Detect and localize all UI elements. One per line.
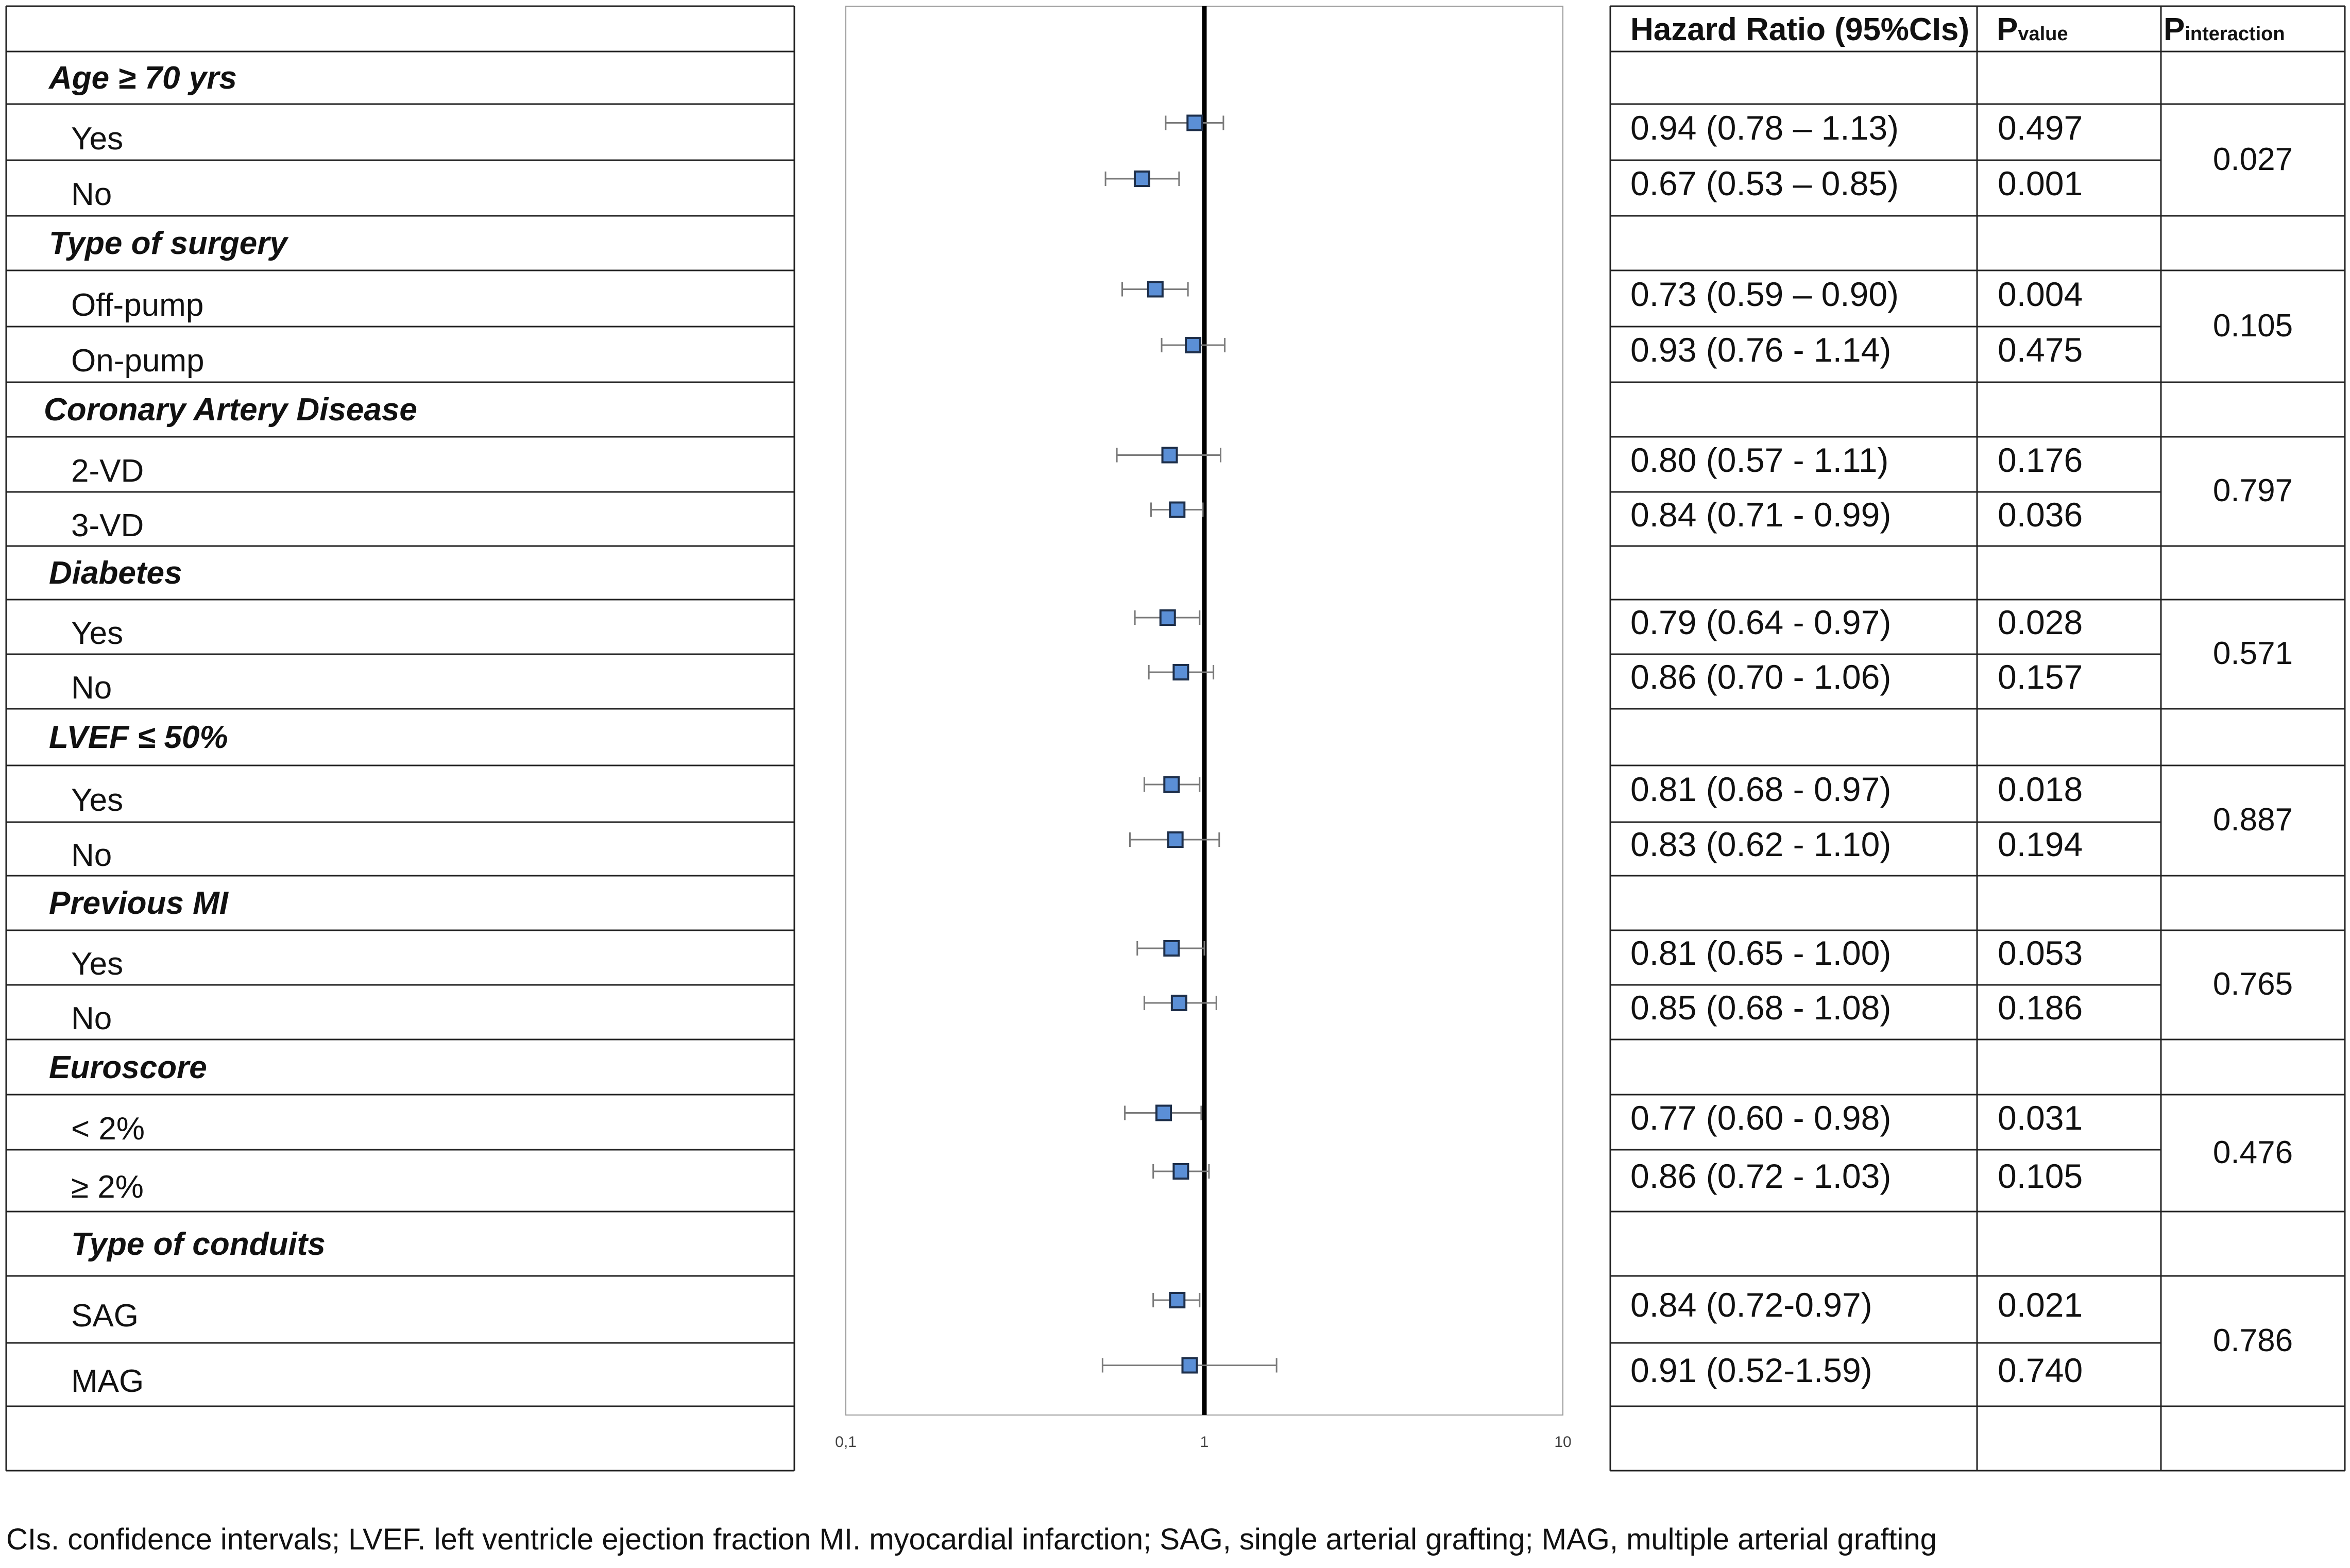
hr-ci-text: 0.79 (0.64 - 0.97) xyxy=(1630,603,1892,641)
p-value: 0.001 xyxy=(1998,164,2083,202)
row-label: Yes xyxy=(71,946,124,982)
group-title: Type of surgery xyxy=(49,226,287,261)
p-value: 0.105 xyxy=(1998,1157,2083,1195)
p-interaction-value: 0.797 xyxy=(2212,473,2293,508)
row-label: No xyxy=(71,838,112,873)
hr-point-marker xyxy=(1170,995,1187,1011)
row-label: < 2% xyxy=(71,1111,145,1147)
row-label: Off-pump xyxy=(71,287,204,323)
group-title: Previous MI xyxy=(49,885,228,921)
p-interaction-value: 0.887 xyxy=(2212,802,2293,838)
p-value: 0.475 xyxy=(1998,331,2083,369)
row-label: ≥ 2% xyxy=(71,1169,144,1205)
hr-point-marker xyxy=(1181,1357,1198,1374)
hr-ci-text: 0.73 (0.59 – 0.90) xyxy=(1630,275,1899,313)
p-value-header-main: P xyxy=(1997,12,2018,47)
hr-ci-text: 0.94 (0.78 – 1.13) xyxy=(1630,108,1899,147)
row-label: On-pump xyxy=(71,343,205,379)
p-value: 0.497 xyxy=(1998,108,2083,147)
hr-ci-text: 0.86 (0.72 - 1.03) xyxy=(1630,1157,1892,1195)
group-title: LVEF ≤ 50% xyxy=(49,720,228,755)
hr-point-marker xyxy=(1169,1292,1186,1308)
p-value: 0.053 xyxy=(1998,934,2083,972)
hr-ci-text: 0.84 (0.71 - 0.99) xyxy=(1630,495,1892,534)
p-value: 0.036 xyxy=(1998,495,2083,534)
p-interaction-value: 0.027 xyxy=(2212,141,2293,177)
hr-ci-text: 0.84 (0.72-0.97) xyxy=(1630,1286,1872,1324)
p-value: 0.028 xyxy=(1998,603,2083,641)
row-label: SAG xyxy=(71,1298,139,1334)
group-title: Coronary Artery Disease xyxy=(44,392,417,428)
hr-point-marker xyxy=(1161,447,1178,464)
hr-point-marker xyxy=(1186,114,1203,131)
hr-ci-text: 0.77 (0.60 - 0.98) xyxy=(1630,1098,1892,1137)
row-label: Yes xyxy=(71,782,124,818)
p-value: 0.004 xyxy=(1998,275,2083,313)
p-interaction-value: 0.765 xyxy=(2212,966,2293,1002)
p-value: 0.018 xyxy=(1998,770,2083,808)
hr-point-marker xyxy=(1167,831,1184,848)
p-value: 0.157 xyxy=(1998,658,2083,696)
hr-ci-text: 0.81 (0.68 - 0.97) xyxy=(1630,770,1892,808)
group-title: Type of conduits xyxy=(71,1226,326,1262)
row-label: Yes xyxy=(71,616,124,651)
hr-ci-text: 0.83 (0.62 - 1.10) xyxy=(1630,825,1892,863)
p-value: 0.740 xyxy=(1998,1351,2083,1389)
p-value: 0.176 xyxy=(1998,440,2083,479)
p-value: 0.186 xyxy=(1998,988,2083,1027)
p-interaction-value: 0.105 xyxy=(2212,308,2293,344)
hr-point-marker xyxy=(1185,337,1202,353)
hr-ci-text: 0.93 (0.76 - 1.14) xyxy=(1630,331,1892,369)
row-label: No xyxy=(71,1001,112,1036)
hr-point-marker xyxy=(1147,281,1164,298)
p-value: 0.021 xyxy=(1998,1286,2083,1324)
group-title: Diabetes xyxy=(49,555,182,591)
hr-point-marker xyxy=(1155,1104,1172,1121)
x-tick-label: 10 xyxy=(1554,1434,1572,1451)
hr-point-marker xyxy=(1169,501,1186,518)
hr-ci-text: 0.85 (0.68 - 1.08) xyxy=(1630,988,1892,1027)
hr-ci-text: 0.80 (0.57 - 1.11) xyxy=(1630,440,1889,479)
hr-ci-text: 0.86 (0.70 - 1.06) xyxy=(1630,658,1892,696)
x-tick-label: 0,1 xyxy=(835,1434,857,1451)
hr-point-marker xyxy=(1172,664,1189,680)
hr-point-marker xyxy=(1163,776,1180,793)
hr-point-marker xyxy=(1133,171,1150,187)
group-title: Age ≥ 70 yrs xyxy=(49,60,237,96)
hr-point-marker xyxy=(1172,1163,1189,1180)
p-value-column-header: Pvalue xyxy=(1997,14,2068,46)
p-interaction-value: 0.476 xyxy=(2212,1134,2293,1170)
p-interaction-header-sub: interaction xyxy=(2185,23,2285,45)
p-value: 0.194 xyxy=(1998,825,2083,863)
x-tick-label: 1 xyxy=(1200,1434,1209,1451)
hr-ci-text: 0.67 (0.53 – 0.85) xyxy=(1630,164,1899,202)
p-interaction-value: 0.571 xyxy=(2212,636,2293,671)
hr-ci-text: 0.81 (0.65 - 1.00) xyxy=(1630,934,1892,972)
p-interaction-header-main: P xyxy=(2164,12,2185,47)
p-interaction-value: 0.786 xyxy=(2212,1322,2293,1358)
row-label: 2-VD xyxy=(71,453,144,489)
hr-point-marker xyxy=(1163,940,1180,957)
row-label: 3-VD xyxy=(71,507,144,543)
row-label: MAG xyxy=(71,1363,144,1399)
p-value-header-sub: value xyxy=(2018,23,2068,45)
row-label: No xyxy=(71,177,112,212)
group-title: Euroscore xyxy=(49,1049,207,1085)
row-label: Yes xyxy=(71,121,124,157)
p-value: 0.031 xyxy=(1998,1098,2083,1137)
hr-point-marker xyxy=(1159,609,1176,626)
p-interaction-column-header: Pinteraction xyxy=(2164,14,2285,46)
figure-caption: CIs. confidence intervals; LVEF. left ve… xyxy=(6,1523,1937,1556)
hr-ci-text: 0.91 (0.52-1.59) xyxy=(1630,1351,1872,1389)
hr-column-header: Hazard Ratio (95%CIs) xyxy=(1630,12,1970,47)
row-label: No xyxy=(71,670,112,706)
